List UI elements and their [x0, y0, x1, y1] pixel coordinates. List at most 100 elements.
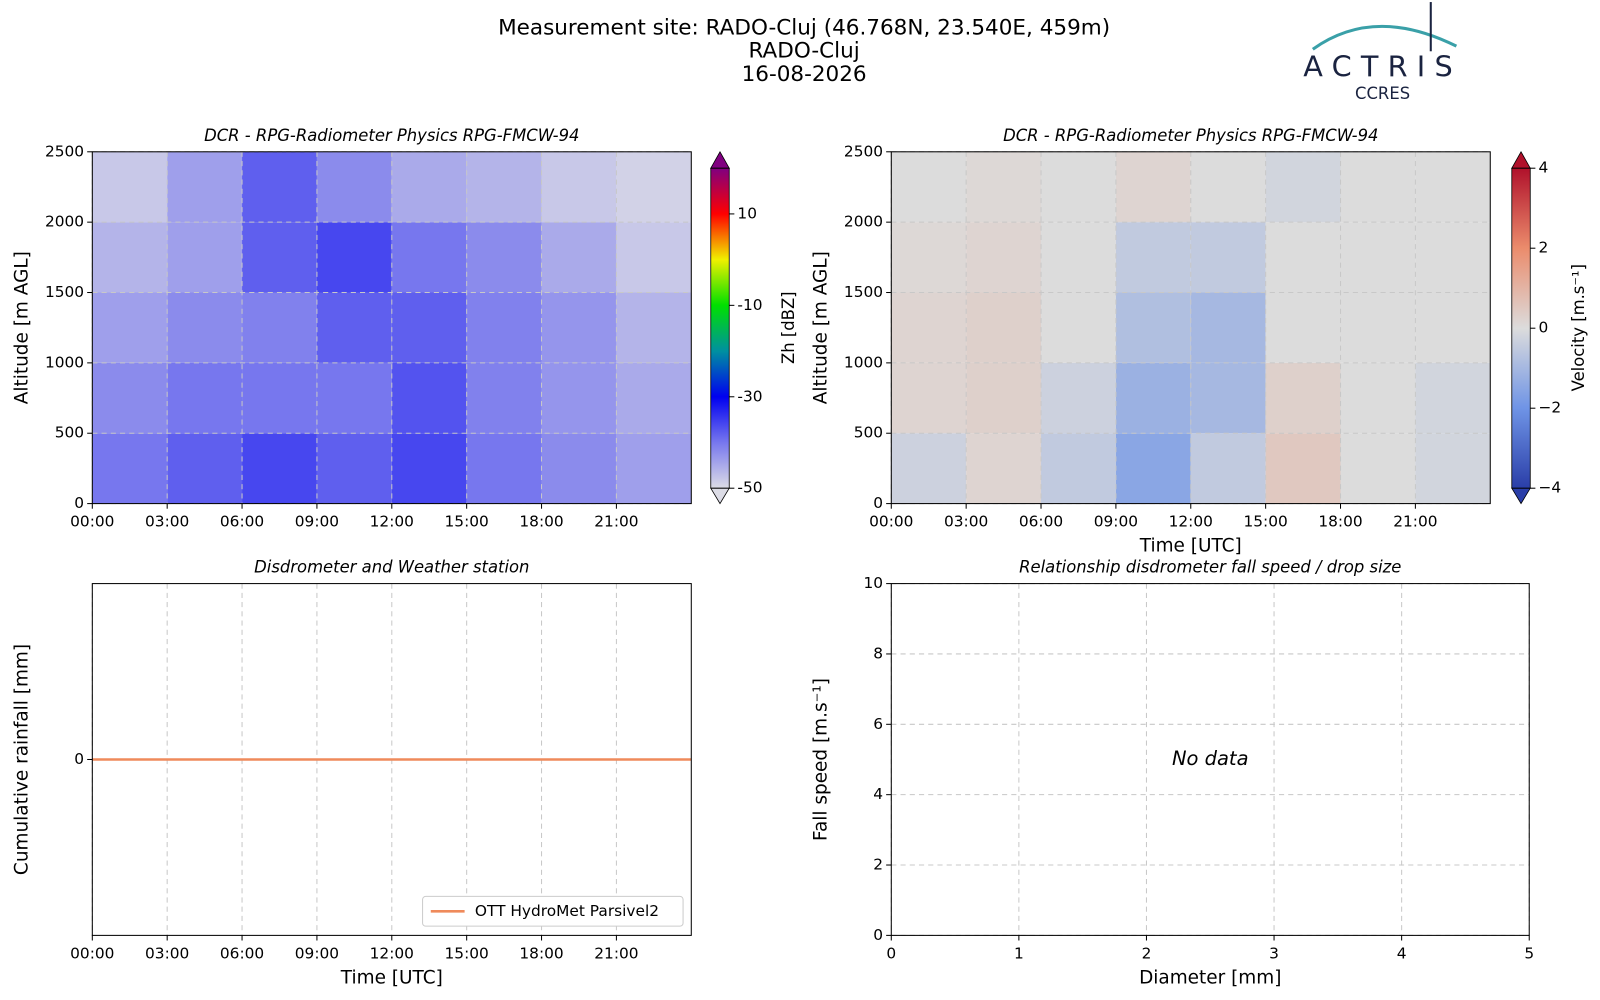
heat-cell	[316, 222, 392, 293]
heat-cell	[1415, 433, 1491, 504]
plot-title: Relationship disdrometer fall speed / dr…	[1019, 558, 1401, 577]
plot-frame	[91, 583, 692, 936]
x-tick-label: 06:00	[220, 513, 264, 531]
legend-box	[422, 895, 684, 927]
plot-frame	[890, 151, 1491, 505]
y-tick-label: 0	[873, 494, 883, 512]
y-tick-label: 2500	[844, 142, 883, 160]
heat-cell	[1041, 151, 1116, 223]
x-tick-label: 18:00	[519, 513, 563, 531]
y-axis-label: Fall speed [m.s⁻¹]	[811, 678, 832, 841]
x-tick-label: 15:00	[445, 944, 489, 962]
heat-cell	[1340, 362, 1416, 434]
x-tick-label: 15:00	[445, 513, 489, 531]
logo-arc	[1311, 24, 1458, 51]
heat-cell	[1340, 151, 1416, 223]
x-tick-label: 21:00	[594, 944, 638, 962]
x-tick-label: 21:00	[1393, 513, 1437, 531]
colorbar: −4 −2 0 2 4 Velocity [m.s⁻¹]	[1511, 150, 1588, 505]
heat-cell	[316, 292, 392, 363]
x-tick-label: 03:00	[145, 944, 189, 962]
heat-cell	[391, 222, 467, 293]
heat-cell	[391, 362, 467, 434]
heat-cell	[616, 362, 692, 434]
y-axis-label: Altitude [m AGL]	[811, 251, 832, 404]
x-tick-label: 2	[1142, 944, 1152, 962]
heat-cell	[1340, 433, 1416, 504]
heat-cell	[1115, 362, 1191, 434]
y-tick-label: 4	[873, 785, 883, 803]
suptitle: Measurement site: RADO-Cluj (46.768N, 23…	[498, 16, 1110, 41]
x-tick-label: 15:00	[1243, 513, 1287, 531]
x-tick-label: 21:00	[594, 513, 638, 531]
heat-cell	[966, 151, 1042, 223]
y-tick-label: 500	[854, 424, 883, 442]
heat-cell	[1265, 433, 1341, 504]
y-tick-label: 2	[873, 856, 883, 874]
heat-cell	[1340, 292, 1416, 363]
heat-cell	[1415, 222, 1491, 293]
plot-title: Disdrometer and Weather station	[254, 558, 529, 577]
heat-cell	[1265, 222, 1341, 293]
colorbar: -50 -30 -10 10 Zh [dBZ]	[710, 150, 798, 505]
x-tick-label: 18:00	[1318, 513, 1362, 531]
x-tick-label: 3	[1269, 944, 1279, 962]
heat-cell	[1115, 222, 1191, 293]
heat-cell	[242, 151, 317, 223]
y-axis-label: Altitude [m AGL]	[12, 251, 33, 404]
y-tick-label: 0	[873, 926, 883, 944]
heat-cell	[391, 151, 467, 223]
colorbar-tick-label: -10	[737, 296, 762, 314]
heat-cell	[1190, 151, 1266, 223]
heat-cell	[92, 222, 168, 293]
x-tick-label: 0	[886, 944, 896, 962]
heat-cell	[92, 292, 168, 363]
x-axis-label: Diameter [mm]	[1139, 967, 1281, 988]
x-tick-label: 4	[1397, 944, 1407, 962]
x-tick-label: 12:00	[1169, 513, 1213, 531]
heat-cell	[1041, 292, 1116, 363]
x-tick-label: 00:00	[869, 513, 913, 531]
heat-cell	[541, 292, 617, 363]
y-tick-label: 2000	[45, 213, 84, 231]
y-tick-label: 1500	[844, 283, 883, 301]
heat-cell	[541, 362, 617, 434]
y-tick-label: 10	[863, 574, 883, 592]
x-tick-label: 12:00	[370, 513, 414, 531]
panel: 0 1 2 3 4 5 0 2 4 6 8 10 No data Relationship disdrom…	[811, 558, 1535, 989]
colorbar-tick-label: 2	[1538, 239, 1548, 257]
heat-cell	[316, 151, 392, 223]
heat-cell	[1190, 222, 1266, 293]
x-tick-label: 18:00	[519, 944, 563, 962]
x-tick-label: 5	[1524, 944, 1534, 962]
heat-cell	[242, 222, 317, 293]
y-tick-label: 8	[873, 644, 883, 662]
y-tick-label: 2000	[844, 213, 883, 231]
heat-cell	[1115, 433, 1191, 504]
heat-cell	[466, 222, 542, 293]
heat-cell	[391, 292, 467, 363]
heat-cell	[466, 292, 542, 363]
heat-cell	[966, 222, 1042, 293]
panel: 00:00 03:00 06:00 09:00 12:00 15:00 18:00 21:00…	[811, 126, 1588, 557]
x-tick-label: 12:00	[370, 944, 414, 962]
heat-cell	[966, 292, 1042, 363]
heat-cell	[391, 433, 467, 504]
colorbar-frame	[710, 167, 730, 489]
y-tick-label: 2500	[45, 142, 84, 160]
y-tick-label: 1000	[844, 353, 883, 371]
colorbar-scale	[1511, 168, 1531, 489]
heat-cell	[616, 222, 692, 293]
heat-cell	[891, 222, 967, 293]
heat-cell	[92, 433, 168, 504]
colorbar-extend-bottom	[1511, 487, 1531, 505]
heat-cell	[1041, 433, 1116, 504]
heat-cell	[167, 362, 243, 434]
x-tick-label: 06:00	[1019, 513, 1063, 531]
heat-cell	[1265, 151, 1341, 223]
heat-cell	[316, 362, 392, 434]
heat-cell	[541, 151, 617, 223]
x-tick-label: 09:00	[295, 513, 339, 531]
heat-cell	[1041, 362, 1116, 434]
heat-cell	[92, 151, 168, 223]
